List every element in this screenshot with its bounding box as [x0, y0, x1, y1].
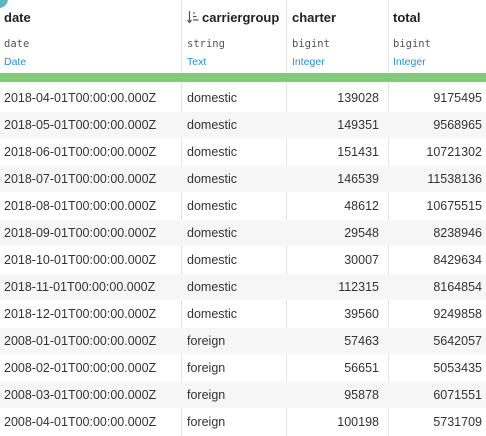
- table-row[interactable]: 2018-11-01T00:00:00.000Z domestic 112315…: [0, 274, 486, 300]
- column-name[interactable]: date: [4, 10, 31, 25]
- column-divider: [181, 0, 182, 436]
- cell-date[interactable]: 2018-12-01T00:00:00.000Z: [4, 307, 157, 321]
- column-divider: [388, 0, 389, 436]
- cell-charter[interactable]: 139028: [337, 91, 379, 105]
- table-row[interactable]: 2018-08-01T00:00:00.000Z domestic 48612 …: [0, 193, 486, 219]
- cell-charter[interactable]: 95878: [344, 388, 379, 402]
- cell-charter[interactable]: 39560: [344, 307, 379, 321]
- cell-date[interactable]: 2018-07-01T00:00:00.000Z: [4, 172, 157, 186]
- cell-carriergroup[interactable]: domestic: [187, 172, 238, 186]
- cell-charter[interactable]: 56651: [344, 361, 379, 375]
- column-meaning-link[interactable]: Date: [4, 56, 27, 68]
- column-name[interactable]: charter: [292, 10, 337, 25]
- cell-charter[interactable]: 30007: [344, 253, 379, 267]
- data-quality-bar[interactable]: [0, 73, 486, 82]
- cell-charter[interactable]: 57463: [344, 334, 379, 348]
- cell-date[interactable]: 2018-09-01T00:00:00.000Z: [4, 226, 157, 240]
- cell-carriergroup[interactable]: foreign: [187, 388, 226, 402]
- cell-date[interactable]: 2008-01-01T00:00:00.000Z: [4, 334, 157, 348]
- column-name[interactable]: total: [393, 10, 421, 25]
- cell-charter[interactable]: 146539: [337, 172, 379, 186]
- cell-total[interactable]: 10721302: [426, 145, 482, 159]
- cell-carriergroup[interactable]: foreign: [187, 334, 226, 348]
- cell-total[interactable]: 10675515: [426, 199, 482, 213]
- cell-date[interactable]: 2018-11-01T00:00:00.000Z: [4, 280, 156, 294]
- cell-charter[interactable]: 29548: [344, 226, 379, 240]
- column-storage-type: date: [4, 38, 30, 50]
- cell-date[interactable]: 2018-06-01T00:00:00.000Z: [4, 145, 157, 159]
- cell-carriergroup[interactable]: domestic: [187, 307, 238, 321]
- cell-date[interactable]: 2018-08-01T00:00:00.000Z: [4, 199, 157, 213]
- column-storage-type: bigint: [292, 38, 330, 50]
- cell-carriergroup[interactable]: foreign: [187, 415, 226, 429]
- cell-date[interactable]: 2008-04-01T00:00:00.000Z: [4, 415, 157, 429]
- cell-total[interactable]: 5731709: [433, 415, 482, 429]
- cell-charter[interactable]: 48612: [344, 199, 379, 213]
- cell-total[interactable]: 9249858: [433, 307, 482, 321]
- cell-total[interactable]: 6071551: [433, 388, 482, 402]
- table-row[interactable]: 2018-05-01T00:00:00.000Z domestic 149351…: [0, 112, 486, 138]
- cell-carriergroup[interactable]: domestic: [187, 91, 238, 105]
- column-storage-type: bigint: [393, 38, 431, 50]
- cell-carriergroup[interactable]: domestic: [187, 280, 238, 294]
- table-row[interactable]: 2018-06-01T00:00:00.000Z domestic 151431…: [0, 139, 486, 165]
- table-row[interactable]: 2008-02-01T00:00:00.000Z foreign 56651 5…: [0, 355, 486, 381]
- cell-total[interactable]: 5053435: [433, 361, 482, 375]
- cell-date[interactable]: 2008-03-01T00:00:00.000Z: [4, 388, 157, 402]
- cell-total[interactable]: 9568965: [433, 118, 482, 132]
- column-meaning-link[interactable]: Integer: [292, 56, 325, 68]
- table-row[interactable]: 2018-10-01T00:00:00.000Z domestic 30007 …: [0, 247, 486, 273]
- cell-charter[interactable]: 100198: [337, 415, 379, 429]
- column-divider: [286, 0, 287, 436]
- cell-total[interactable]: 5642057: [433, 334, 482, 348]
- table-row[interactable]: 2018-07-01T00:00:00.000Z domestic 146539…: [0, 166, 486, 192]
- cell-carriergroup[interactable]: domestic: [187, 199, 238, 213]
- cell-date[interactable]: 2008-02-01T00:00:00.000Z: [4, 361, 157, 375]
- cell-charter[interactable]: 151431: [337, 145, 379, 159]
- table-row[interactable]: 2018-12-01T00:00:00.000Z domestic 39560 …: [0, 301, 486, 327]
- column-meaning-link[interactable]: Integer: [393, 56, 426, 68]
- column-name[interactable]: carriergroup: [202, 10, 280, 25]
- column-meaning-link[interactable]: Text: [187, 56, 207, 68]
- table-row[interactable]: 2008-01-01T00:00:00.000Z foreign 57463 5…: [0, 328, 486, 354]
- cell-carriergroup[interactable]: domestic: [187, 145, 238, 159]
- cell-total[interactable]: 8429634: [433, 253, 482, 267]
- column-storage-type: string: [187, 38, 225, 50]
- cell-total[interactable]: 9175495: [433, 91, 482, 105]
- cell-carriergroup[interactable]: domestic: [187, 118, 238, 132]
- cell-total[interactable]: 8164854: [433, 280, 482, 294]
- table-row[interactable]: 2018-04-01T00:00:00.000Z domestic 139028…: [0, 85, 486, 111]
- corner-badge: [0, 0, 8, 8]
- cell-date[interactable]: 2018-04-01T00:00:00.000Z: [4, 91, 157, 105]
- table-row[interactable]: 2018-09-01T00:00:00.000Z domestic 29548 …: [0, 220, 486, 246]
- cell-carriergroup[interactable]: domestic: [187, 253, 238, 267]
- cell-date[interactable]: 2018-10-01T00:00:00.000Z: [4, 253, 157, 267]
- cell-charter[interactable]: 112315: [338, 280, 379, 294]
- table-row[interactable]: 2008-03-01T00:00:00.000Z foreign 95878 6…: [0, 382, 486, 408]
- cell-total[interactable]: 8238946: [433, 226, 482, 240]
- table-row[interactable]: 2008-04-01T00:00:00.000Z foreign 100198 …: [0, 409, 486, 435]
- cell-carriergroup[interactable]: domestic: [187, 226, 238, 240]
- cell-date[interactable]: 2018-05-01T00:00:00.000Z: [4, 118, 157, 132]
- sort-ascending-icon[interactable]: [187, 10, 199, 24]
- cell-charter[interactable]: 149351: [337, 118, 379, 132]
- cell-carriergroup[interactable]: foreign: [187, 361, 226, 375]
- cell-total[interactable]: 11538136: [427, 172, 482, 186]
